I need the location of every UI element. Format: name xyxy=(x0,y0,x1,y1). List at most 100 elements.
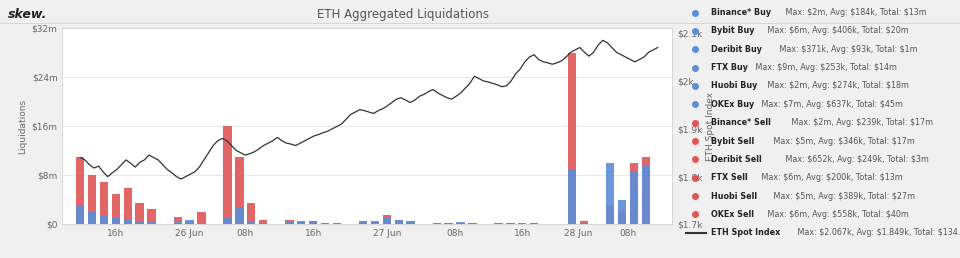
Text: Max: $7m, Avg: $637k, Total: $45m: Max: $7m, Avg: $637k, Total: $45m xyxy=(759,100,903,109)
Bar xyxy=(285,220,294,224)
Bar xyxy=(259,220,268,224)
Bar xyxy=(297,222,305,224)
Bar xyxy=(468,223,476,224)
Text: Max: $652k, Avg: $249k, Total: $3m: Max: $652k, Avg: $249k, Total: $3m xyxy=(783,155,929,164)
Bar xyxy=(530,223,539,224)
Bar xyxy=(395,220,403,224)
Text: Deribit Buy: Deribit Buy xyxy=(711,45,762,54)
Bar xyxy=(111,194,120,224)
Bar xyxy=(433,223,441,224)
Text: Max: $2m, Avg: $274k, Total: $18m: Max: $2m, Avg: $274k, Total: $18m xyxy=(765,82,909,91)
Text: Binance* Sell: Binance* Sell xyxy=(711,118,771,127)
Bar xyxy=(321,223,329,224)
Bar xyxy=(606,206,614,224)
Bar xyxy=(148,209,156,224)
Text: Huobi Buy: Huobi Buy xyxy=(711,82,757,91)
Bar xyxy=(456,222,465,224)
Bar xyxy=(100,182,108,224)
Bar xyxy=(568,53,576,224)
Bar xyxy=(395,220,403,224)
Bar xyxy=(124,220,132,224)
Bar xyxy=(297,221,305,224)
Text: OKEx Sell: OKEx Sell xyxy=(711,210,754,219)
Bar xyxy=(494,223,503,224)
Bar xyxy=(333,223,341,224)
Text: Max: $5m, Avg: $346k, Total: $17m: Max: $5m, Avg: $346k, Total: $17m xyxy=(771,136,915,146)
Bar xyxy=(359,221,367,224)
Bar xyxy=(371,221,379,224)
Text: skew.: skew. xyxy=(8,8,47,21)
Bar xyxy=(433,223,441,224)
Bar xyxy=(456,223,465,224)
Bar xyxy=(197,212,205,224)
Bar xyxy=(76,206,84,224)
Bar xyxy=(518,223,526,224)
Bar xyxy=(309,221,318,224)
Text: Max: $371k, Avg: $93k, Total: $1m: Max: $371k, Avg: $93k, Total: $1m xyxy=(778,45,918,54)
Bar xyxy=(406,221,415,224)
Bar xyxy=(247,203,255,224)
Text: FTX Sell: FTX Sell xyxy=(711,173,748,182)
Bar xyxy=(321,223,329,224)
Bar xyxy=(641,157,650,224)
Bar xyxy=(444,223,453,224)
Bar xyxy=(88,175,96,224)
Bar xyxy=(580,221,588,224)
Bar xyxy=(606,163,614,224)
Text: Max: $5m, Avg: $389k, Total: $27m: Max: $5m, Avg: $389k, Total: $27m xyxy=(771,191,915,200)
Bar xyxy=(580,223,588,224)
Bar xyxy=(76,157,84,224)
Bar xyxy=(224,126,231,224)
Bar xyxy=(506,223,515,224)
Text: Deribit Sell: Deribit Sell xyxy=(711,155,762,164)
Bar xyxy=(259,223,268,224)
Text: OKEx Buy: OKEx Buy xyxy=(711,100,755,109)
Text: Max: $2m, Avg: $184k, Total: $13m: Max: $2m, Avg: $184k, Total: $13m xyxy=(783,8,927,17)
Bar xyxy=(468,223,476,224)
Text: Max: $6m, Avg: $200k, Total: $13m: Max: $6m, Avg: $200k, Total: $13m xyxy=(759,173,903,182)
Text: ETH Aggregated Liquidations: ETH Aggregated Liquidations xyxy=(317,8,490,21)
Bar xyxy=(618,200,626,224)
Text: Bybit Sell: Bybit Sell xyxy=(711,136,755,146)
Bar xyxy=(568,169,576,224)
Bar xyxy=(174,217,181,224)
Bar xyxy=(185,222,194,224)
Y-axis label: ETH Spot Index: ETH Spot Index xyxy=(707,92,715,161)
Text: Max: $6m, Avg: $558k, Total: $40m: Max: $6m, Avg: $558k, Total: $40m xyxy=(765,210,909,219)
Bar xyxy=(506,223,515,224)
Text: Binance* Buy: Binance* Buy xyxy=(711,8,771,17)
Bar xyxy=(88,212,96,224)
Bar xyxy=(333,223,341,224)
Bar xyxy=(135,203,144,224)
Bar xyxy=(444,223,453,224)
Text: Max: $2.067k, Avg: $1.849k, Total: $134.994k: Max: $2.067k, Avg: $1.849k, Total: $134.… xyxy=(795,228,960,237)
Bar xyxy=(285,222,294,224)
Bar xyxy=(494,223,503,224)
Text: FTX Buy: FTX Buy xyxy=(711,63,748,72)
Bar xyxy=(174,221,181,224)
Bar xyxy=(641,166,650,224)
Bar xyxy=(185,220,194,224)
Bar xyxy=(383,217,391,224)
Bar xyxy=(197,223,205,224)
Bar xyxy=(135,221,144,224)
Bar xyxy=(371,222,379,224)
Text: Max: $2m, Avg: $239k, Total: $17m: Max: $2m, Avg: $239k, Total: $17m xyxy=(789,118,933,127)
Bar xyxy=(383,215,391,224)
Bar xyxy=(111,217,120,224)
Bar xyxy=(406,221,415,224)
Bar xyxy=(630,172,638,224)
Bar xyxy=(235,157,244,224)
Bar xyxy=(630,163,638,224)
Text: ETH Spot Index: ETH Spot Index xyxy=(711,228,780,237)
Text: Huobi Sell: Huobi Sell xyxy=(711,191,757,200)
Bar xyxy=(148,222,156,224)
Bar xyxy=(235,207,244,224)
Text: Max: $9m, Avg: $253k, Total: $14m: Max: $9m, Avg: $253k, Total: $14m xyxy=(754,63,898,72)
Bar xyxy=(124,188,132,224)
Bar xyxy=(247,221,255,224)
Y-axis label: Liquidations: Liquidations xyxy=(18,99,28,154)
Bar xyxy=(618,212,626,224)
Bar xyxy=(224,217,231,224)
Bar xyxy=(309,221,318,224)
